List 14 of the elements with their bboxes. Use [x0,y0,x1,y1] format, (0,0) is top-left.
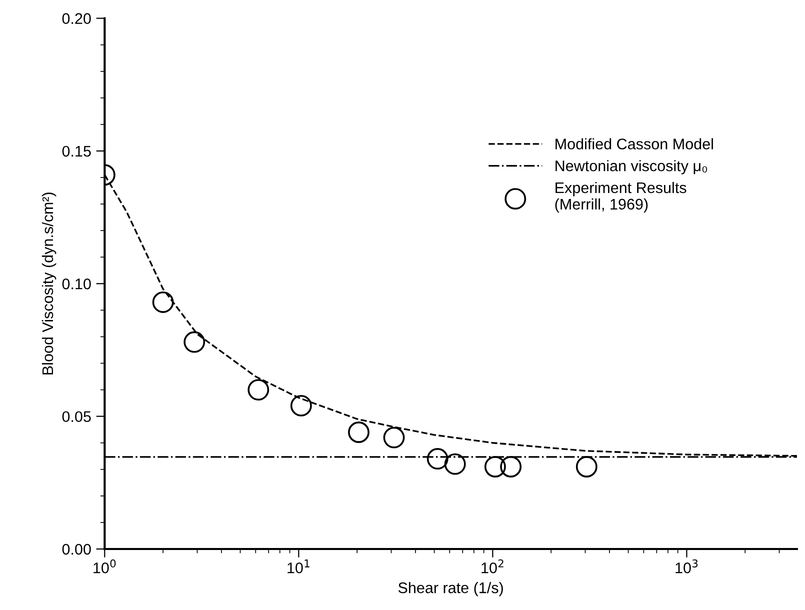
legend-label: Newtonian viscosity μ₀ [556,160,708,174]
y-tick-label: 0.15 [62,146,91,157]
y-axis-title: Blood Viscosity (dyn.s/cm²) [42,192,56,374]
x-tick-label: 10$^{3}$ [676,559,698,574]
x-tick-label: 10$^{0}$ [94,559,116,574]
y-tick-label: 0.00 [62,544,91,555]
y-tick-label: 0.10 [62,278,91,290]
x-tick-label: 10$^{2}$ [482,559,504,574]
x-axis-title: Shear rate (1/s) [398,582,503,596]
legend-label: Modified Casson Model [556,138,713,150]
y-tick-label: 0.05 [62,411,91,422]
legend-label: Experiment Results (Merrill, 1969) [555,182,686,213]
x-tick-label: 10$^{1}$ [288,560,310,574]
y-tick-label: 0.20 [62,13,91,24]
